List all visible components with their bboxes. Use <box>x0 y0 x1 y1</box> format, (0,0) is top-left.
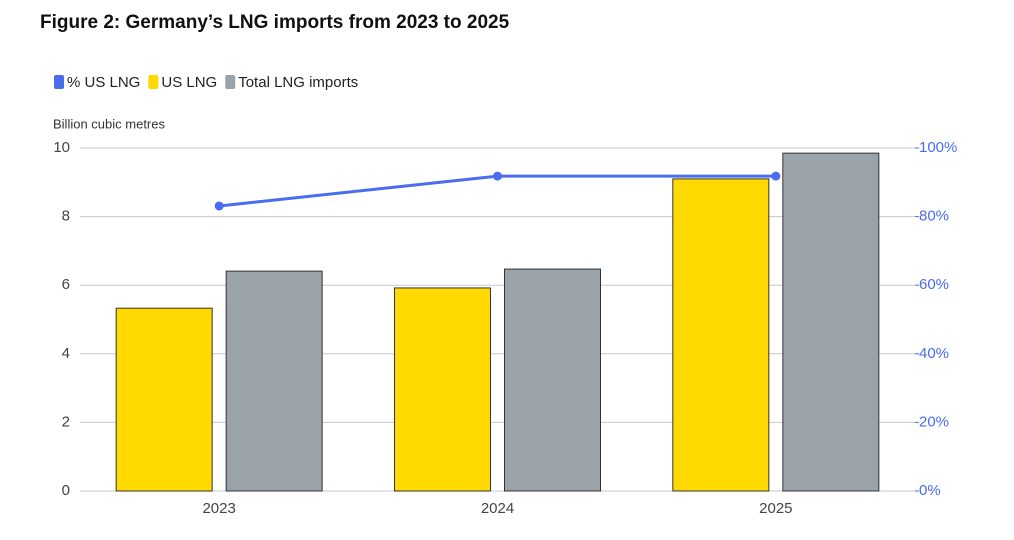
x-tick-label: 2024 <box>481 500 514 517</box>
bar <box>115 307 213 492</box>
y2-tick-label: 80% <box>919 208 949 225</box>
y2-tick-label: 60% <box>919 276 949 293</box>
y-tick-label: 0 <box>62 482 70 499</box>
legend-label: Total LNG imports <box>238 74 358 91</box>
y-tick-label: 4 <box>62 345 70 362</box>
line-point <box>493 171 502 181</box>
y-tick-label: 6 <box>62 276 70 293</box>
bar <box>672 178 770 492</box>
line-point <box>771 171 781 181</box>
y-tick-label: 2 <box>62 413 70 430</box>
legend-swatch <box>148 75 159 89</box>
legend-swatch <box>225 75 236 89</box>
y2-tick-label: 100% <box>919 139 957 156</box>
legend-swatch <box>54 75 64 89</box>
y2-tick-label: 40% <box>919 345 949 362</box>
y-tick-label: 10 <box>53 139 70 156</box>
x-tick-label: 2023 <box>202 500 235 517</box>
y2-tick-label: 20% <box>919 413 949 430</box>
legend-label: % US LNG <box>67 74 140 91</box>
bar <box>225 270 323 492</box>
bar <box>504 268 601 492</box>
y-axis-label: Billion cubic metres <box>53 116 165 131</box>
line-point <box>214 201 224 211</box>
chart-title: Figure 2: Germany’s LNG imports from 202… <box>40 12 510 33</box>
y2-tick-label: 0% <box>919 482 941 499</box>
y-tick-label: 8 <box>62 208 70 225</box>
x-tick-label: 2025 <box>759 500 792 517</box>
legend-label: US LNG <box>161 74 217 91</box>
bar <box>394 287 491 492</box>
bar <box>782 152 880 492</box>
